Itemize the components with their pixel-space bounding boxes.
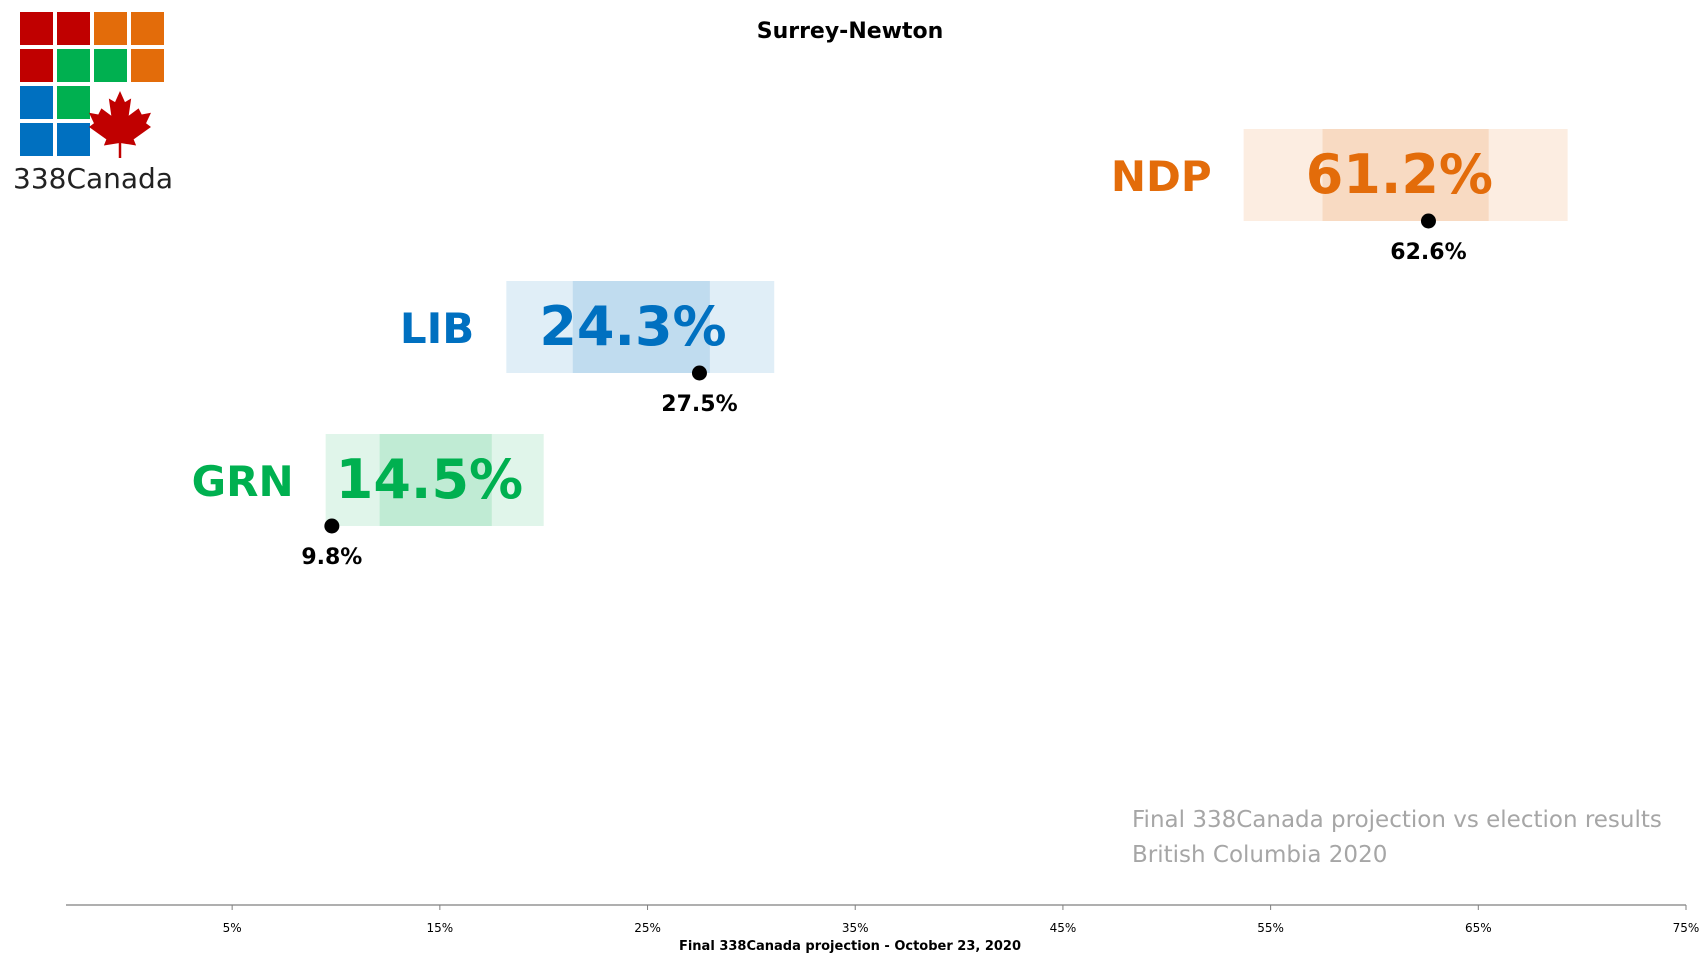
chart-title: Surrey-Newton xyxy=(757,19,944,44)
projection-value: 24.3% xyxy=(539,295,726,358)
range-bar-inner xyxy=(572,281,710,373)
party-name: GRN xyxy=(192,457,294,506)
logo-square xyxy=(57,49,90,82)
x-tick-label: 25% xyxy=(634,921,661,935)
x-axis-ticks: 5% 15% 25% 35% 45% 55% 65% 75% xyxy=(223,905,1700,935)
x-axis-label: Final 338Canada projection - October 23,… xyxy=(679,939,1021,954)
logo-mark xyxy=(20,12,164,158)
annotation-line-2: British Columbia 2020 xyxy=(1132,842,1388,868)
x-tick-label: 55% xyxy=(1257,921,1284,935)
party-row-ndp: NDP 61.2% 62.6% xyxy=(1111,129,1568,265)
result-marker xyxy=(324,518,340,534)
range-bar-outer xyxy=(1243,129,1568,221)
logo-square xyxy=(57,123,90,156)
projection-value: 61.2% xyxy=(1306,143,1493,206)
logo-square xyxy=(131,12,164,45)
result-label: 27.5% xyxy=(661,392,737,417)
range-bar-inner xyxy=(379,434,492,526)
party-row-grn: GRN 14.5% 9.8% xyxy=(192,434,544,570)
logo-square xyxy=(20,123,53,156)
result-label: 62.6% xyxy=(1390,240,1466,265)
range-bar-outer xyxy=(325,434,544,526)
result-marker xyxy=(691,365,707,381)
x-tick-label: 5% xyxy=(223,921,242,935)
logo-square xyxy=(57,86,90,119)
x-tick-label: 65% xyxy=(1465,921,1492,935)
logo-square xyxy=(94,49,127,82)
logo-square xyxy=(20,49,53,82)
party-name: LIB xyxy=(400,304,474,353)
projection-value: 14.5% xyxy=(336,448,523,511)
logo-square xyxy=(131,49,164,82)
x-tick-label: 75% xyxy=(1673,921,1700,935)
maple-leaf-icon xyxy=(89,91,151,158)
logo-square xyxy=(20,12,53,45)
logo-square xyxy=(20,86,53,119)
x-tick-label: 15% xyxy=(427,921,454,935)
x-tick-label: 45% xyxy=(1050,921,1077,935)
chart-annotation: Final 338Canada projection vs election r… xyxy=(1132,803,1662,873)
logo: 338Canada xyxy=(13,12,173,202)
x-tick-label: 35% xyxy=(842,921,869,935)
logo-square xyxy=(57,12,90,45)
result-label: 9.8% xyxy=(301,545,362,570)
range-bar-inner xyxy=(1322,129,1489,221)
annotation-line-1: Final 338Canada projection vs election r… xyxy=(1132,807,1662,833)
brand-name: 338Canada xyxy=(13,162,173,195)
party-row-lib: LIB 24.3% 27.5% xyxy=(400,281,775,417)
range-bar-outer xyxy=(506,281,775,373)
party-bars: NDP 61.2% 62.6% LIB 24.3% 27.5% GRN 14.5% 9.8% xyxy=(192,129,1568,570)
logo-square xyxy=(94,12,127,45)
result-marker xyxy=(1420,213,1436,229)
party-name: NDP xyxy=(1111,152,1212,201)
